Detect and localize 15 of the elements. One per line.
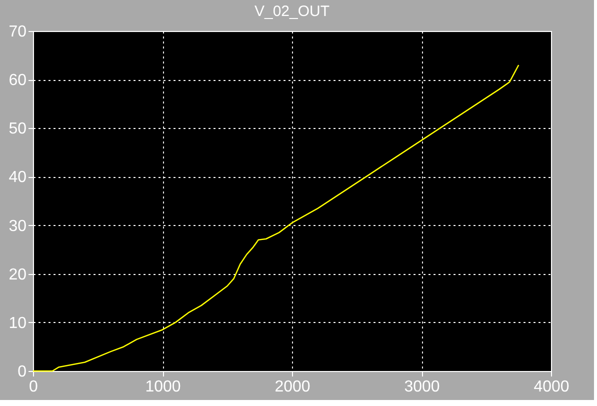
line-series [32, 64, 520, 372]
y-tick-label: 20 [8, 266, 27, 284]
y-tick-label: 60 [8, 72, 27, 90]
y-tick-label: 0 [18, 364, 27, 380]
y-tick-label: 70 [8, 24, 27, 40]
y-tick-label: 10 [8, 314, 27, 332]
chart-title: V_02_OUT [254, 3, 330, 20]
x-tick-label: 1000 [145, 378, 181, 396]
x-tick-label: 4000 [534, 378, 570, 396]
x-tick-label: 2000 [274, 378, 310, 396]
y-tick-label: 40 [8, 169, 27, 186]
y-tick-label: 50 [8, 120, 27, 138]
x-tick-label: 3000 [404, 378, 440, 396]
x-tick-label: 0 [29, 378, 38, 396]
y-tick-label: 30 [8, 218, 27, 235]
